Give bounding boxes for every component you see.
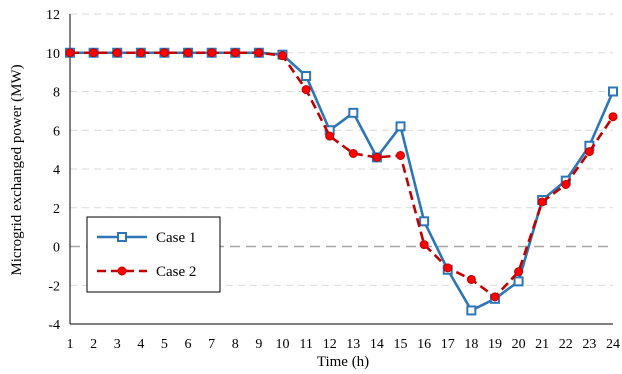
y-tick-label: -2 — [48, 279, 60, 294]
data-point — [584, 147, 594, 157]
y-tick-label: 12 — [46, 8, 60, 23]
data-point — [183, 48, 193, 58]
data-point — [419, 216, 430, 227]
legend: Case 1 Case 2 — [86, 216, 221, 293]
x-tick-label: 1 — [67, 337, 74, 352]
data-point — [561, 180, 571, 189]
legend-label-case-1: Case 1 — [156, 230, 196, 246]
data-point — [348, 107, 359, 118]
x-tick-label: 18 — [464, 337, 478, 352]
legend-label-case-2: Case 2 — [156, 264, 196, 280]
data-point — [65, 48, 75, 58]
data-point — [207, 48, 217, 58]
x-tick-label: 10 — [275, 337, 289, 352]
x-tick-label: 2 — [90, 337, 97, 352]
data-point — [277, 51, 287, 61]
legend-marker-case-1 — [117, 232, 127, 242]
data-point — [301, 71, 312, 81]
data-point — [443, 263, 453, 273]
data-point — [466, 274, 476, 284]
data-point — [396, 150, 406, 160]
legend-marker-square — [117, 232, 127, 242]
data-point — [112, 48, 122, 58]
x-tick-label: 8 — [232, 337, 239, 352]
x-tick-label: 14 — [370, 337, 384, 352]
y-tick-label: 8 — [53, 86, 60, 101]
data-point — [395, 121, 406, 132]
x-tick-label: 7 — [208, 337, 215, 352]
data-point — [230, 48, 240, 58]
x-tick-label: 21 — [535, 337, 549, 352]
x-tick-label: 9 — [255, 337, 262, 352]
y-tick-labels: -4 -2 0 2 4 6 8 10 12 — [46, 8, 60, 333]
x-tick-label: 13 — [346, 337, 360, 352]
data-point — [513, 276, 524, 287]
data-point — [159, 48, 169, 58]
data-point — [348, 149, 358, 158]
x-tick-label: 5 — [161, 337, 168, 352]
x-axis-title: Time (h) — [317, 354, 369, 370]
series-2 — [65, 48, 618, 302]
x-tick-label: 6 — [185, 337, 192, 352]
data-point — [466, 305, 477, 316]
x-tick-label: 22 — [559, 337, 573, 352]
y-tick-label: 0 — [53, 241, 60, 256]
y-tick-label: 10 — [46, 47, 60, 62]
x-tick-label: 12 — [323, 337, 337, 352]
y-tick-label: 2 — [53, 202, 60, 217]
x-tick-label: 4 — [137, 337, 144, 352]
data-point — [372, 152, 382, 162]
data-point — [490, 292, 500, 302]
data-point — [325, 131, 335, 141]
x-tick-labels: 1 2 3 4 5 6 7 8 9 10 11 12 13 14 15 16 17 18 19 20 21 22 23 24 — [67, 337, 621, 352]
data-point — [537, 197, 547, 207]
legend-marker-circle — [117, 266, 127, 276]
y-tick-label: 6 — [53, 124, 60, 139]
x-tick-label: 15 — [394, 337, 408, 352]
data-point — [89, 48, 99, 58]
data-point — [608, 112, 618, 122]
x-tick-label: 3 — [114, 337, 121, 352]
data-point — [608, 86, 618, 97]
y-tick-label: -4 — [48, 318, 60, 333]
legend-marker-case-2 — [117, 266, 127, 276]
data-point — [254, 48, 264, 58]
series-layer — [65, 47, 618, 316]
x-tick-label: 11 — [299, 337, 312, 352]
data-point — [514, 267, 524, 277]
x-tick-label: 24 — [606, 337, 620, 352]
x-tick-label: 16 — [417, 337, 431, 352]
data-point — [136, 48, 146, 58]
y-tick-label: 4 — [53, 163, 60, 178]
y-axis-title: Microgrid exchanged power (MW) — [9, 64, 25, 275]
x-tick-label: 17 — [441, 337, 455, 352]
legend-box — [86, 216, 221, 293]
x-tick-label: 19 — [488, 337, 502, 352]
data-point — [301, 85, 311, 95]
x-tick-label: 20 — [512, 337, 526, 352]
data-point — [419, 240, 429, 250]
x-tick-label: 23 — [582, 337, 596, 352]
